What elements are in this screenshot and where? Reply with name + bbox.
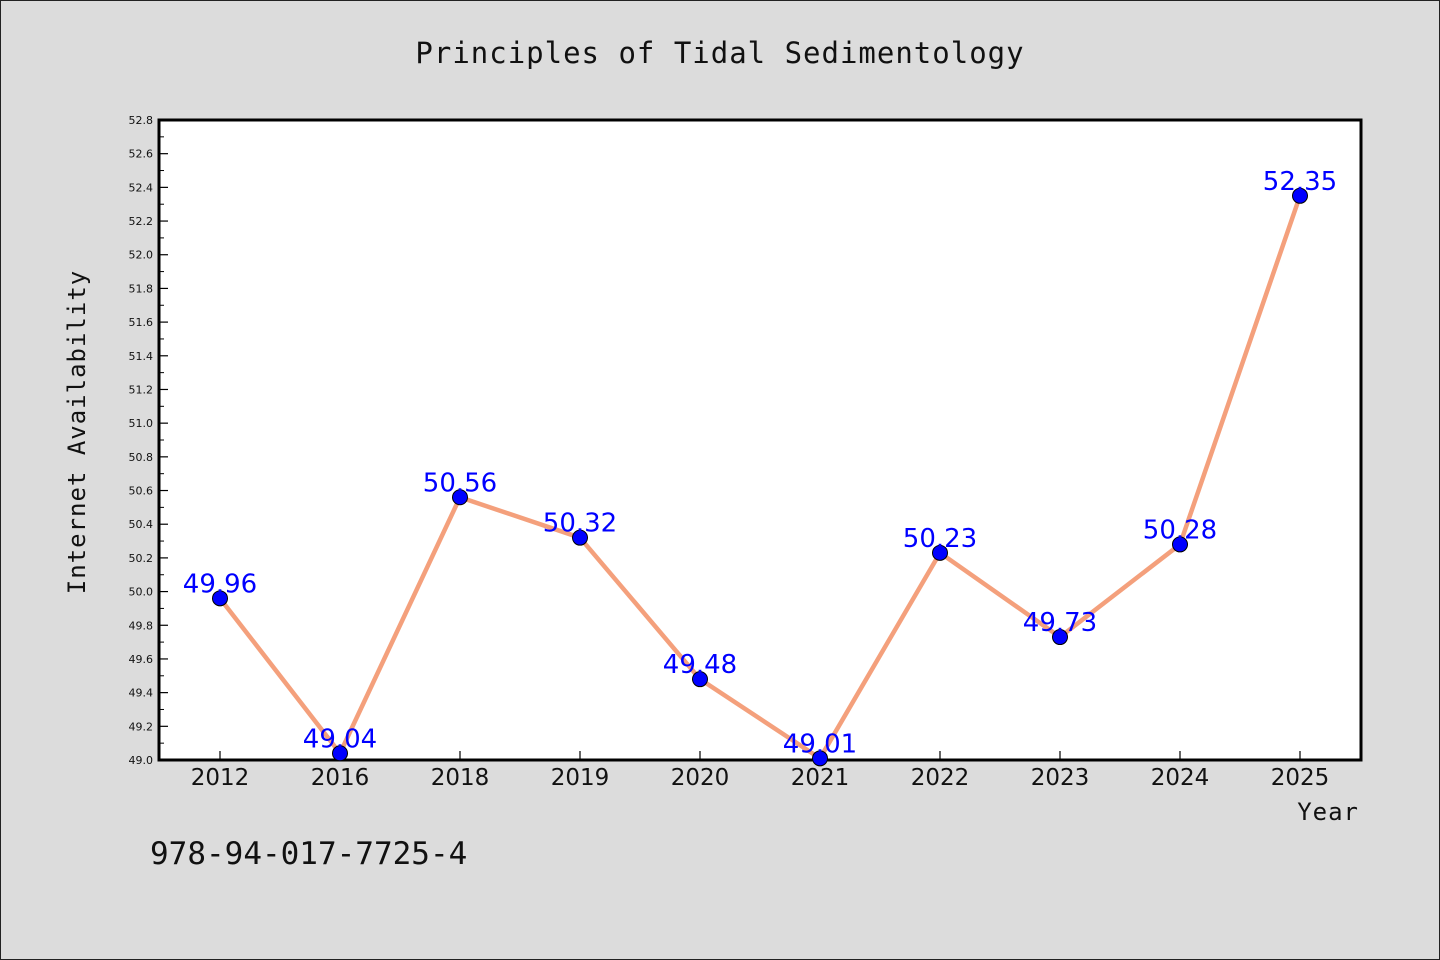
data-point-marker [932,544,948,561]
x-tick-label: 2018 [431,765,490,791]
data-value-label: 49.96 [183,569,257,599]
data-value-label: 50.32 [543,509,617,539]
y-tick-label: 51.2 [129,383,154,396]
y-tick-label: 50.4 [129,518,154,531]
y-tick-label: 51.6 [129,316,154,329]
y-tick-label: 52.4 [129,181,154,194]
y-tick-label: 52.0 [129,249,154,262]
data-value-label: 50.28 [1143,515,1217,545]
x-tick-label: 2022 [911,765,970,791]
data-value-label: 49.01 [783,729,857,759]
x-tick-label: 2021 [791,765,850,791]
series-markers [212,187,1308,767]
y-tick-label: 50.8 [129,451,154,464]
data-value-label: 52.35 [1263,167,1337,197]
data-point-marker [1292,187,1308,204]
x-tick-label: 2019 [551,765,610,791]
y-tick-label: 49.2 [129,720,154,733]
data-value-label: 49.04 [303,724,377,754]
chart-title: Principles of Tidal Sedimentology [415,36,1024,70]
y-tick-label: 49.0 [129,754,154,767]
y-axis-ticks: 49.0 49.2 49.4 49.6 49.8 50.0 50.2 50.4 50.6 50.8… [129,114,168,767]
x-tick-label: 2016 [311,765,370,791]
plot-area [157,118,1363,762]
data-point-marker [1052,629,1068,646]
data-point-marker [1172,536,1188,553]
data-value-label: 49.48 [663,650,737,680]
data-point-marker [212,590,228,607]
y-tick-label: 50.0 [129,586,154,599]
x-axis-ticks: 2012 2016 2018 2019 2020 2021 2022 2023 2024 2025 [191,751,1330,791]
data-point-marker [572,529,588,546]
data-point-marker [692,671,708,688]
data-labels: 49.96 49.04 50.56 50.32 49.48 49.01 50.23 49.73… [183,167,1337,760]
y-axis-label: Internet Availability [63,270,91,594]
x-tick-label: 2024 [1151,765,1210,791]
data-value-label: 49.73 [1023,608,1097,638]
data-point-marker [332,745,348,762]
data-point-marker [452,489,468,506]
x-tick-label: 2023 [1031,765,1090,791]
data-value-label: 50.56 [423,468,497,498]
y-tick-label: 49.6 [129,653,154,666]
data-value-label: 50.23 [903,524,977,554]
y-tick-label: 52.2 [129,215,154,228]
series-line [218,195,1303,761]
y-tick-label: 50.6 [129,485,154,498]
y-tick-label: 50.2 [129,552,154,565]
y-tick-label: 51.8 [129,282,154,295]
y-tick-label: 51.0 [129,417,154,430]
footnote-isbn: 978-94-017-7725-4 [150,836,467,872]
data-point-marker [812,750,828,767]
x-tick-label: 2025 [1271,765,1330,791]
y-tick-label: 49.4 [129,687,154,700]
x-tick-label: 2020 [671,765,730,791]
y-tick-label: 52.6 [129,148,154,161]
y-tick-label: 49.8 [129,619,154,632]
x-axis-label: Year [1297,798,1359,826]
x-tick-label: 2012 [191,765,250,791]
y-tick-label: 52.8 [129,114,154,127]
y-tick-label: 51.4 [129,350,154,363]
